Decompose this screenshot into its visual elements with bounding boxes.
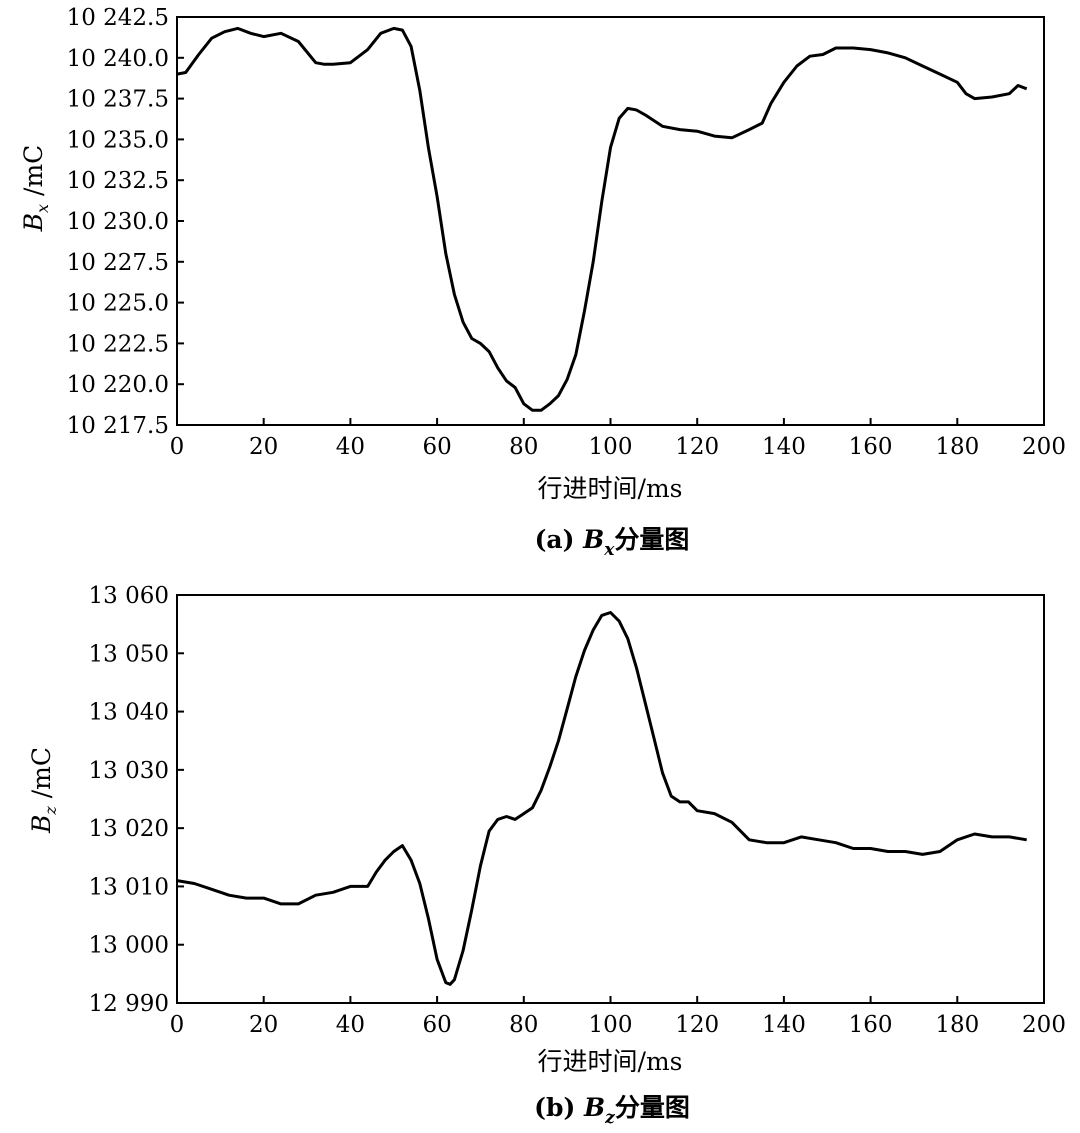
- y-tick-label-bx: 10 242.5: [67, 5, 169, 31]
- x-tick-label-bz: 200: [1022, 1012, 1066, 1038]
- plot-frame-bx: [176, 16, 1045, 426]
- tick-group-bz: 0 20 40 60 80 100 120 140 160 180 200 12 990 13 000 1…: [89, 583, 1066, 1038]
- chart-panel-bx: 0 20 40 60 80 100 120 140 160 180 200 10 217.5 10 22…: [19, 5, 1066, 560]
- x-tick-label-bx: 0: [170, 434, 185, 460]
- x-tick-label-bz: 80: [509, 1012, 538, 1038]
- y-tick-label-bz: 13 050: [89, 641, 169, 667]
- y-tick-label-bx: 10 225.0: [67, 291, 169, 317]
- y-axis-sub-bx: x: [33, 204, 52, 213]
- y-tick-label-bx: 10 217.5: [67, 413, 169, 439]
- y-axis-title-bx: Bx /mC: [19, 145, 52, 233]
- series-line-bz: [176, 611, 1027, 986]
- caption-suffix-bx: 分量图: [614, 525, 689, 554]
- x-tick-label-bx: 200: [1022, 434, 1066, 460]
- y-axis-unit-bz: /mC: [27, 747, 56, 806]
- y-axis-unit-bx: /mC: [19, 145, 48, 204]
- y-tick-label-bz: 13 060: [89, 583, 169, 609]
- y-tick-label-bx: 10 240.0: [67, 46, 169, 72]
- x-tick-label-bz: 60: [422, 1012, 451, 1038]
- y-tick-label-bz: 13 000: [89, 933, 169, 959]
- y-tick-label-bx: 10 230.0: [67, 209, 169, 235]
- caption-var-bz: B: [583, 1093, 605, 1122]
- y-tick-label-bx: 10 235.0: [67, 127, 169, 153]
- caption-var-bx: B: [582, 525, 604, 554]
- y-tick-label-bz: 13 020: [89, 816, 169, 842]
- x-tick-label-bx: 180: [935, 434, 979, 460]
- x-tick-label-bz: 40: [336, 1012, 365, 1038]
- x-tick-label-bz: 180: [935, 1012, 979, 1038]
- y-tick-label-bx: 10 227.5: [67, 250, 169, 276]
- caption-prefix-bz: (b): [534, 1093, 584, 1122]
- y-tick-label-bz: 13 040: [89, 700, 169, 726]
- x-tick-label-bz: 20: [249, 1012, 278, 1038]
- chart-panel-bz: 0 20 40 60 80 100 120 140 160 180 200 12 990 13 000 1…: [27, 583, 1066, 1128]
- y-axis-title-bz: Bz /mC: [27, 747, 60, 834]
- caption-bx: (a) Bx分量图: [535, 525, 690, 560]
- y-axis-sub-bz: z: [41, 806, 60, 816]
- y-tick-label-bx: 10 222.5: [67, 331, 169, 357]
- x-axis-title-bx: 行进时间/ms: [538, 474, 683, 503]
- caption-sub-bx: x: [603, 540, 615, 560]
- series-line-bx: [176, 26, 1028, 412]
- y-tick-label-bx: 10 232.5: [67, 168, 169, 194]
- x-tick-label-bz: 0: [170, 1012, 185, 1038]
- x-tick-label-bx: 100: [589, 434, 633, 460]
- x-tick-label-bx: 20: [249, 434, 278, 460]
- x-tick-label-bx: 40: [336, 434, 365, 460]
- x-tick-label-bx: 80: [509, 434, 538, 460]
- x-tick-label-bx: 60: [422, 434, 451, 460]
- x-tick-label-bx: 140: [762, 434, 806, 460]
- y-axis-var-bz: B: [27, 815, 56, 834]
- caption-suffix-bz: 分量图: [615, 1093, 690, 1122]
- y-axis-var-bx: B: [19, 213, 48, 232]
- plot-frame-bz: [176, 594, 1045, 1004]
- y-tick-label-bz: 13 030: [89, 758, 169, 784]
- x-tick-label-bz: 100: [589, 1012, 633, 1038]
- y-tick-label-bz: 12 990: [89, 991, 169, 1017]
- tick-group-bx: 0 20 40 60 80 100 120 140 160 180 200 10 217.5 10 22…: [67, 5, 1066, 460]
- caption-prefix-bx: (a): [535, 525, 584, 554]
- x-tick-label-bz: 120: [675, 1012, 719, 1038]
- x-tick-label-bz: 140: [762, 1012, 806, 1038]
- y-tick-label-bx: 10 220.0: [67, 372, 169, 398]
- x-tick-label-bx: 120: [675, 434, 719, 460]
- y-tick-label-bz: 13 010: [89, 874, 169, 900]
- caption-bz: (b) Bz分量图: [534, 1093, 690, 1128]
- caption-sub-bz: z: [604, 1108, 615, 1128]
- x-axis-title-bz: 行进时间/ms: [538, 1047, 683, 1076]
- y-tick-label-bx: 10 237.5: [67, 87, 169, 113]
- x-tick-label-bx: 160: [849, 434, 893, 460]
- x-tick-label-bz: 160: [849, 1012, 893, 1038]
